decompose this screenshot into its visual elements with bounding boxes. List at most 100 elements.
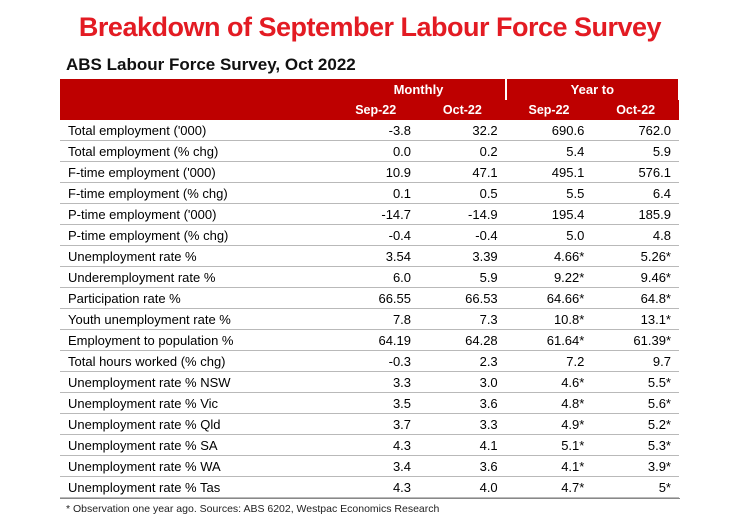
table-body: Total employment ('000)-3.832.2690.6762.…	[60, 120, 679, 498]
row-val-y1: 5.4	[506, 141, 593, 162]
row-val-y1: 4.8*	[506, 393, 593, 414]
row-val-y2: 6.4	[592, 183, 679, 204]
row-val-y1: 9.22*	[506, 267, 593, 288]
page-title: Breakdown of September Labour Force Surv…	[0, 12, 740, 43]
row-val-m2: 0.5	[419, 183, 506, 204]
table-row: Unemployment rate % Vic3.53.64.8*5.6*	[60, 393, 679, 414]
row-val-y1: 4.9*	[506, 414, 593, 435]
table-row: P-time employment ('000)-14.7-14.9195.41…	[60, 204, 679, 225]
row-val-y1: 4.66*	[506, 246, 593, 267]
row-val-m2: 3.0	[419, 372, 506, 393]
row-val-m2: -14.9	[419, 204, 506, 225]
row-val-m2: 4.0	[419, 477, 506, 498]
row-val-y2: 9.7	[592, 351, 679, 372]
row-val-m1: 3.7	[332, 414, 419, 435]
row-val-m1: 4.3	[332, 477, 419, 498]
row-label: Unemployment rate %	[60, 246, 332, 267]
table-row: Total hours worked (% chg)-0.32.37.29.7	[60, 351, 679, 372]
row-val-y1: 5.1*	[506, 435, 593, 456]
row-val-m2: 2.3	[419, 351, 506, 372]
table-row: F-time employment (% chg)0.10.55.56.4	[60, 183, 679, 204]
row-val-y1: 195.4	[506, 204, 593, 225]
table-row: Unemployment rate % NSW3.33.04.6*5.5*	[60, 372, 679, 393]
row-val-m1: 3.4	[332, 456, 419, 477]
col-header-label	[60, 100, 332, 120]
row-label: Total employment ('000)	[60, 120, 332, 141]
row-val-m2: 5.9	[419, 267, 506, 288]
table-container: ABS Labour Force Survey, Oct 2022 Monthl…	[60, 51, 680, 515]
row-label: Unemployment rate % Tas	[60, 477, 332, 498]
row-label: P-time employment (% chg)	[60, 225, 332, 246]
table-row: Unemployment rate % SA4.34.15.1*5.3*	[60, 435, 679, 456]
row-val-m1: 0.0	[332, 141, 419, 162]
row-val-m2: 3.3	[419, 414, 506, 435]
row-val-y2: 9.46*	[592, 267, 679, 288]
table-row: Total employment (% chg)0.00.25.45.9	[60, 141, 679, 162]
row-label: Unemployment rate % Vic	[60, 393, 332, 414]
row-label: P-time employment ('000)	[60, 204, 332, 225]
row-val-m1: -14.7	[332, 204, 419, 225]
row-label: Participation rate %	[60, 288, 332, 309]
table-row: F-time employment ('000)10.947.1495.1576…	[60, 162, 679, 183]
row-val-y2: 5.26*	[592, 246, 679, 267]
row-val-m1: 64.19	[332, 330, 419, 351]
row-val-y2: 61.39*	[592, 330, 679, 351]
col-header-y2: Oct-22	[592, 100, 679, 120]
group-header-yearto: Year to	[506, 79, 679, 100]
row-val-m2: 3.39	[419, 246, 506, 267]
row-val-m2: 7.3	[419, 309, 506, 330]
row-val-y2: 576.1	[592, 162, 679, 183]
row-val-y1: 61.64*	[506, 330, 593, 351]
row-val-y1: 5.5	[506, 183, 593, 204]
table-row: P-time employment (% chg)-0.4-0.45.04.8	[60, 225, 679, 246]
row-label: Youth unemployment rate %	[60, 309, 332, 330]
table-heading: ABS Labour Force Survey, Oct 2022	[60, 51, 680, 79]
row-val-y2: 5.9	[592, 141, 679, 162]
row-label: Underemployment rate %	[60, 267, 332, 288]
row-val-y2: 5.6*	[592, 393, 679, 414]
row-val-y1: 4.1*	[506, 456, 593, 477]
row-val-m2: 47.1	[419, 162, 506, 183]
row-val-y1: 690.6	[506, 120, 593, 141]
row-val-y2: 5*	[592, 477, 679, 498]
row-val-y1: 4.7*	[506, 477, 593, 498]
col-header-m2: Oct-22	[419, 100, 506, 120]
row-val-y2: 5.3*	[592, 435, 679, 456]
row-val-m1: 0.1	[332, 183, 419, 204]
labour-force-table: Monthly Year to Sep-22 Oct-22 Sep-22 Oct…	[60, 79, 680, 498]
row-val-m1: 6.0	[332, 267, 419, 288]
row-val-m1: 3.3	[332, 372, 419, 393]
row-label: Total employment (% chg)	[60, 141, 332, 162]
row-label: Unemployment rate % NSW	[60, 372, 332, 393]
row-label: F-time employment (% chg)	[60, 183, 332, 204]
table-row: Unemployment rate % Qld3.73.34.9*5.2*	[60, 414, 679, 435]
row-val-m2: 66.53	[419, 288, 506, 309]
row-val-y2: 4.8	[592, 225, 679, 246]
row-val-y2: 5.5*	[592, 372, 679, 393]
row-val-m2: 64.28	[419, 330, 506, 351]
row-val-m1: -3.8	[332, 120, 419, 141]
row-val-m1: 10.9	[332, 162, 419, 183]
row-label: F-time employment ('000)	[60, 162, 332, 183]
row-val-m1: -0.3	[332, 351, 419, 372]
row-val-m2: 0.2	[419, 141, 506, 162]
row-val-m2: 3.6	[419, 393, 506, 414]
row-val-y2: 762.0	[592, 120, 679, 141]
table-row: Youth unemployment rate %7.87.310.8*13.1…	[60, 309, 679, 330]
table-row: Unemployment rate %3.543.394.66*5.26*	[60, 246, 679, 267]
table-row: Unemployment rate % WA3.43.64.1*3.9*	[60, 456, 679, 477]
row-val-m1: 3.5	[332, 393, 419, 414]
row-label: Employment to population %	[60, 330, 332, 351]
header-spacer	[60, 79, 332, 100]
row-val-m2: 4.1	[419, 435, 506, 456]
row-val-m2: -0.4	[419, 225, 506, 246]
group-header-monthly: Monthly	[332, 79, 505, 100]
row-val-y1: 4.6*	[506, 372, 593, 393]
row-val-m1: 3.54	[332, 246, 419, 267]
col-header-m1: Sep-22	[332, 100, 419, 120]
row-val-y1: 64.66*	[506, 288, 593, 309]
row-val-m2: 3.6	[419, 456, 506, 477]
row-val-y1: 5.0	[506, 225, 593, 246]
table-row: Underemployment rate %6.05.99.22*9.46*	[60, 267, 679, 288]
table-row: Participation rate %66.5566.5364.66*64.8…	[60, 288, 679, 309]
